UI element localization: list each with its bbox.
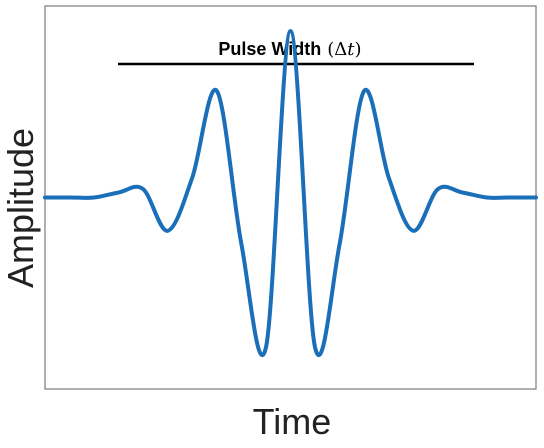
y-axis-label: Amplitude (0, 128, 41, 288)
x-axis-label: Time (253, 401, 332, 442)
pulse-width-label: Pulse Width (Δt) (218, 39, 361, 60)
series-line (43, 28, 538, 358)
